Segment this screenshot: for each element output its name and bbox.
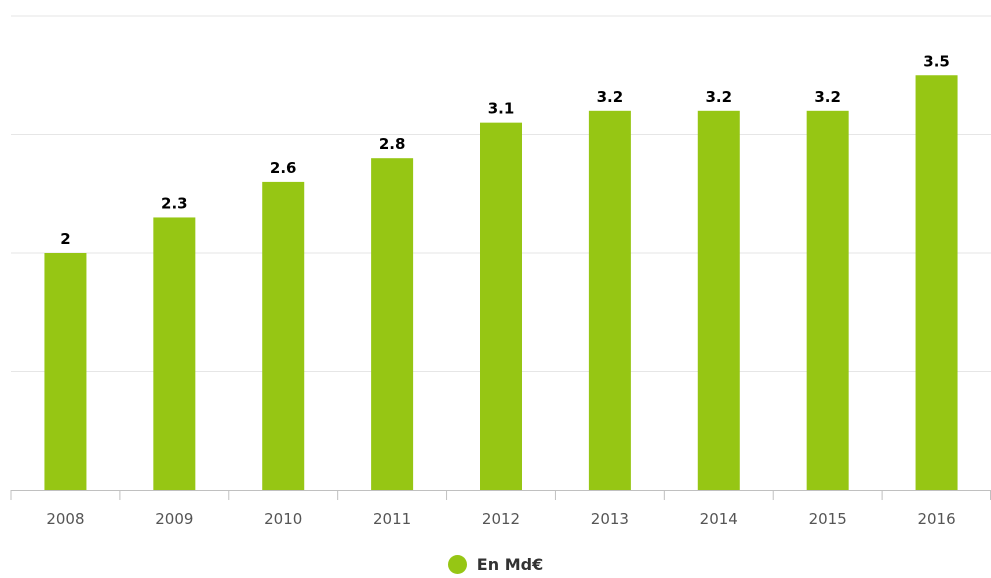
data-labels: 2 2.3 2.6 2.8 3.1 3.2 3.2 3.2 3.5 bbox=[60, 52, 950, 248]
data-label-2012: 3.1 bbox=[488, 100, 515, 118]
bars bbox=[44, 75, 958, 491]
legend-label: En Md€ bbox=[476, 555, 544, 574]
x-tick-label-2016: 2016 bbox=[917, 510, 955, 528]
legend[interactable]: En Md€ bbox=[0, 555, 991, 574]
bar-2010[interactable] bbox=[262, 181, 305, 490]
legend-swatch-icon bbox=[447, 555, 467, 574]
bar-2013[interactable] bbox=[588, 110, 631, 491]
bar-2008[interactable] bbox=[44, 253, 87, 490]
data-label-2008: 2 bbox=[60, 230, 70, 248]
bar-2009[interactable] bbox=[153, 217, 196, 490]
x-tick-label-2014: 2014 bbox=[700, 510, 738, 528]
x-tick-label-2012: 2012 bbox=[482, 510, 520, 528]
data-label-2011: 2.8 bbox=[379, 135, 406, 153]
data-label-2014: 3.2 bbox=[705, 88, 732, 106]
data-label-2010: 2.6 bbox=[270, 159, 297, 177]
bar-2012[interactable] bbox=[480, 122, 522, 491]
bar-2014[interactable] bbox=[697, 110, 740, 491]
data-label-2013: 3.2 bbox=[597, 88, 624, 106]
data-label-2016: 3.5 bbox=[923, 52, 950, 70]
x-tick-label-2008: 2008 bbox=[46, 510, 84, 528]
x-tick-label-2009: 2009 bbox=[155, 510, 193, 528]
bar-2015[interactable] bbox=[806, 110, 849, 491]
x-tick-label-2013: 2013 bbox=[591, 510, 629, 528]
x-tick-label-2010: 2010 bbox=[264, 510, 302, 528]
data-label-2009: 2.3 bbox=[161, 194, 188, 212]
x-axis: 2008 2009 2010 2011 2012 2013 2014 2015 2016 bbox=[10, 490, 991, 528]
x-tick-label-2015: 2015 bbox=[809, 510, 847, 528]
bar-2011[interactable] bbox=[371, 158, 414, 490]
x-tick-label-2011: 2011 bbox=[373, 510, 411, 528]
data-label-2015: 3.2 bbox=[814, 88, 841, 106]
bar-2016[interactable] bbox=[915, 75, 958, 490]
